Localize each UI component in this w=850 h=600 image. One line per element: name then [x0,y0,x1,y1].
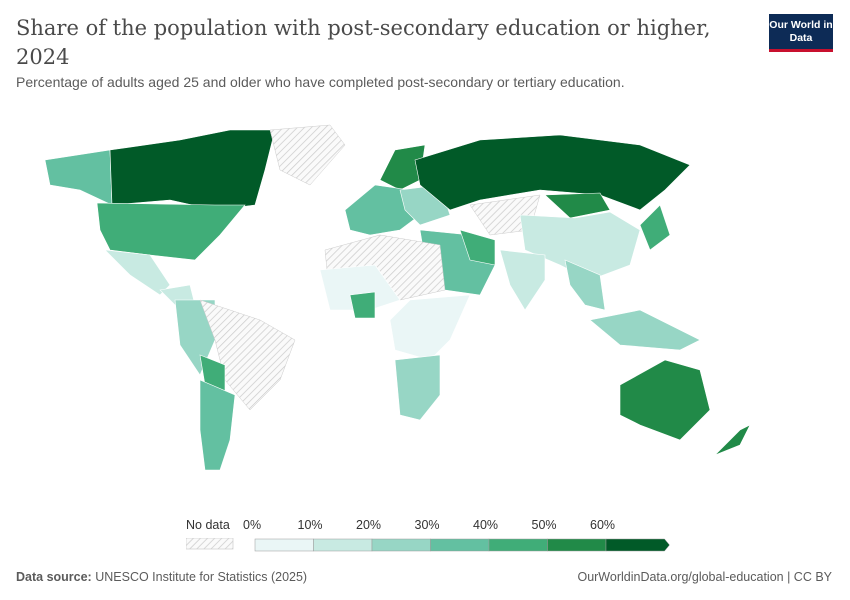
owid-logo[interactable]: Our World in Data [769,14,833,52]
region-colombia-peru[interactable] [174,299,216,376]
region-alaska[interactable] [44,149,113,206]
region-united-states[interactable] [96,202,246,261]
region-russia[interactable] [414,134,691,211]
region-iran[interactable] [459,229,496,266]
region-india[interactable] [499,249,546,311]
legend-bin-2 [371,538,431,552]
source-label: Data source: [16,570,92,584]
region-mongolia[interactable] [544,192,611,219]
legend-bin-1 [313,538,373,552]
region-southeast-asia[interactable] [564,259,606,311]
legend-color-bar [254,538,670,552]
region-indonesia-philippines[interactable] [589,309,701,351]
chart-subtitle: Percentage of adults aged 25 and older w… [16,74,625,90]
region-new-zealand[interactable] [714,424,751,456]
chart-title: Share of the population with post-second… [16,16,711,69]
region-japan-korea[interactable] [639,204,671,251]
region-canada[interactable] [109,129,276,211]
region-east-africa[interactable] [389,294,471,361]
region-greenland[interactable] [269,124,346,186]
data-source: Data source: UNESCO Institute for Statis… [16,570,307,584]
source-url[interactable]: OurWorldinData.org/global-education | CC… [577,570,832,584]
legend-bin-4 [488,538,548,552]
source-text: UNESCO Institute for Statistics (2025) [95,570,308,584]
region-western-europe[interactable] [344,184,421,236]
legend-no-data-label: No data [186,518,230,532]
world-map[interactable] [0,110,850,510]
legend-tick: 30% [414,518,440,532]
region-australia[interactable] [619,359,711,441]
region-nigeria[interactable] [349,291,376,319]
legend-tick: 10% [297,518,323,532]
legend-tick: 0% [243,518,262,532]
region-brazil[interactable] [199,299,296,411]
legend-tick: 20% [356,518,382,532]
region-mexico[interactable] [104,249,171,296]
color-legend: No data 0% 10% 20% 30% 40% 50% 60% [0,516,850,556]
legend-tick: 60% [590,518,616,532]
legend-tick: 40% [473,518,499,532]
legend-tick: 50% [531,518,557,532]
legend-bin-0 [254,538,314,552]
legend-bin-5 [547,538,607,552]
region-chile-argentina[interactable] [199,379,236,471]
legend-bin-6 [605,538,670,552]
region-southern-africa[interactable] [394,354,441,421]
legend-no-data-swatch [186,538,234,550]
legend-bin-3 [430,538,490,552]
region-west-africa[interactable] [319,264,401,311]
